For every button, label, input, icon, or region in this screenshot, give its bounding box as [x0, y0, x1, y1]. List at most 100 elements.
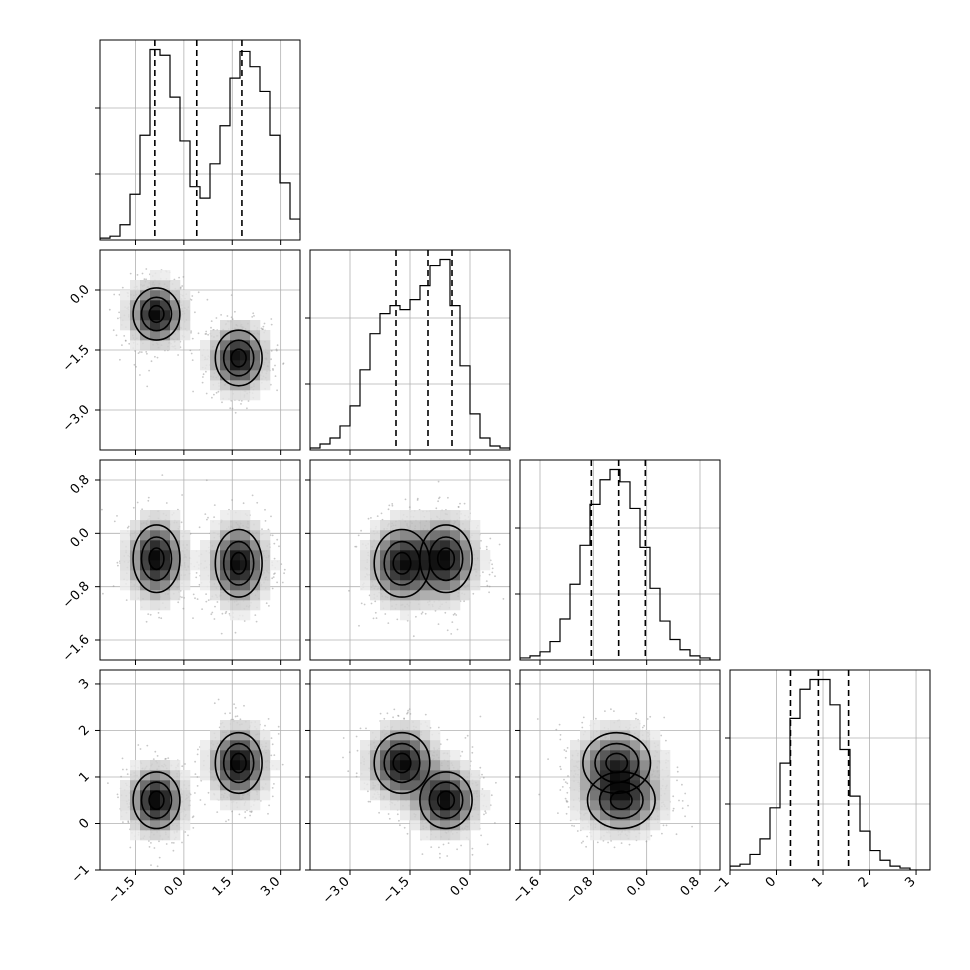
density-cell: [240, 560, 251, 571]
scatter-point: [244, 816, 247, 819]
scatter-point: [246, 407, 248, 410]
scatter-point: [447, 496, 449, 499]
density-cell: [390, 510, 401, 521]
density-cell: [270, 560, 281, 571]
scatter-point: [127, 821, 130, 824]
scatter-point: [370, 602, 373, 605]
contour-line: [373, 528, 431, 598]
density-cell: [460, 590, 471, 601]
density-cell: [240, 610, 251, 621]
scatter-point: [161, 474, 164, 476]
scatter-point: [143, 278, 146, 281]
scatter-point: [211, 396, 213, 399]
density-cell: [240, 550, 251, 561]
scatter-point: [456, 628, 459, 631]
density-cell: [210, 330, 221, 341]
scatter-point: [225, 610, 228, 613]
density-cell: [250, 530, 261, 541]
density-cell: [420, 520, 431, 531]
scatter-point: [150, 842, 152, 844]
scatter-point: [112, 329, 115, 332]
density-cell: [170, 550, 181, 561]
scatter-point: [273, 754, 276, 756]
density-cell: [430, 540, 441, 551]
density-cell: [440, 600, 451, 611]
density-cell: [170, 570, 181, 581]
density-cell: [140, 520, 151, 531]
scatter-point: [450, 633, 453, 635]
density-cell: [160, 570, 171, 581]
scatter-point: [194, 792, 196, 794]
density-cell: [390, 580, 401, 591]
scatter-point: [180, 521, 183, 524]
density-cell: [240, 600, 251, 611]
scatter-point: [271, 587, 274, 590]
density-cell: [410, 520, 421, 531]
density-cell: [160, 590, 171, 601]
density-cell: [440, 570, 451, 581]
density-cell: [160, 600, 171, 611]
scatter-point: [215, 317, 218, 319]
scatter-point: [147, 499, 150, 502]
density-cell: [200, 550, 211, 561]
scatter-point: [263, 322, 266, 325]
scatter-point: [273, 783, 275, 785]
density-cell: [260, 560, 271, 571]
density-cell: [160, 280, 171, 291]
density-cell: [140, 340, 151, 351]
scatter-point: [374, 611, 377, 614]
density-cell: [150, 570, 161, 581]
density-cell: [140, 290, 151, 301]
scatter-point: [117, 564, 119, 567]
density-cell: [190, 550, 201, 561]
density-cell: [240, 320, 251, 331]
scatter-point: [182, 607, 185, 610]
density-cell: [380, 580, 391, 591]
density-cell: [220, 320, 231, 331]
scatter-point: [194, 311, 196, 314]
scatter-point: [122, 821, 124, 823]
density-cell: [170, 340, 181, 351]
density-cell: [130, 530, 141, 541]
density-cell: [170, 280, 181, 291]
scatter-point: [274, 375, 277, 377]
scatter-point: [227, 819, 230, 821]
density-cell: [360, 580, 371, 591]
scatter-point: [270, 358, 272, 361]
scatter-point: [132, 506, 135, 509]
contour-line: [132, 287, 181, 341]
density-cell: [250, 320, 261, 331]
scatter-point: [205, 600, 208, 603]
scatter-point: [254, 614, 257, 616]
scatter-point: [205, 479, 208, 482]
density-cell: [130, 340, 141, 351]
density-cell: [400, 530, 411, 541]
density-cell: [260, 370, 271, 381]
scatter-point: [270, 318, 273, 320]
scatter-point: [183, 597, 186, 599]
density-cell: [150, 540, 161, 551]
density-cell: [450, 560, 461, 571]
scatter-point: [230, 316, 233, 319]
scatter-point: [120, 775, 122, 778]
density-cell: [140, 280, 151, 291]
scatter-point: [190, 331, 192, 334]
density-cell: [380, 600, 391, 611]
density-cell: [370, 590, 381, 601]
density-cell: [260, 530, 271, 541]
scatter-point: [391, 503, 394, 505]
scatter-point: [348, 589, 350, 592]
scatter-point: [189, 349, 192, 352]
density-cell: [410, 510, 421, 521]
density-cell: [180, 290, 191, 301]
scatter-point: [236, 715, 239, 717]
density-cell: [400, 540, 411, 551]
density-cell: [140, 530, 151, 541]
density-cell: [260, 380, 271, 391]
scatter-point: [271, 577, 274, 580]
scatter-point: [421, 611, 424, 614]
scatter-point: [181, 494, 184, 496]
density-cell: [160, 540, 171, 551]
density-cell: [240, 570, 251, 581]
scatter-point: [210, 320, 213, 322]
